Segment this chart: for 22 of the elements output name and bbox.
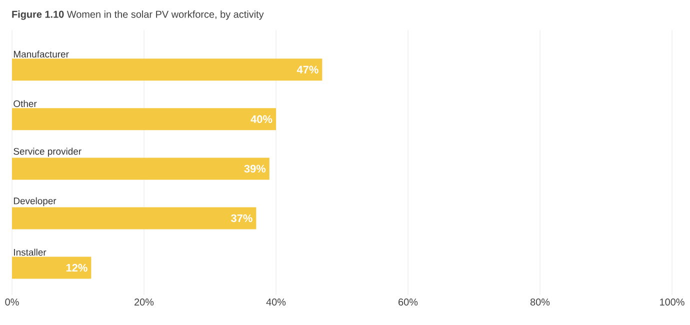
y-tick-label: Service provider: [14, 148, 82, 157]
x-tick-label: 80%: [530, 298, 550, 306]
bar: [12, 207, 256, 230]
bar: [12, 256, 92, 279]
bar: [12, 108, 276, 130]
y-tick-label: Other: [14, 100, 37, 108]
y-tick-label: Developer: [14, 197, 56, 206]
data-label: 39%: [244, 164, 266, 173]
x-tick-label: 20%: [134, 298, 154, 306]
x-tick-label: 40%: [266, 298, 286, 306]
y-tick-label: Installer: [14, 248, 46, 256]
x-tick-label: 60%: [398, 298, 418, 306]
bar: [12, 158, 270, 180]
data-label: 40%: [250, 115, 272, 124]
data-label: 12%: [66, 264, 88, 272]
x-tick-label: 0%: [5, 298, 19, 306]
x-tick-label: 100%: [660, 298, 684, 306]
bar: [12, 58, 322, 81]
data-label: 37%: [231, 214, 252, 222]
y-tick-label: Manufacturer: [14, 50, 69, 58]
data-label: 47%: [296, 66, 318, 74]
chart-title: Figure 1.10 Women in the solar PV workforce, by activity: [12, 10, 264, 20]
